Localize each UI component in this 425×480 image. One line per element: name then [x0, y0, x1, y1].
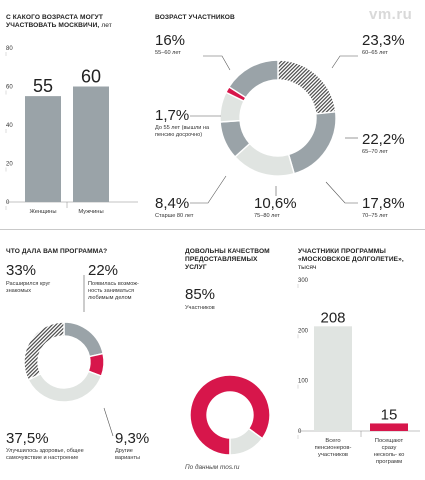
satisfied-slice-1	[229, 427, 264, 456]
participants-bar-0	[314, 326, 352, 431]
leader-line-55-60	[203, 55, 231, 71]
chart5-title-block: Участники программы «Московское долголет…	[298, 248, 418, 272]
satisfied-slice-0	[189, 374, 271, 456]
participants-bar-1	[370, 423, 408, 431]
chart4-svg	[189, 374, 271, 456]
chart1-title: С какого возраста могут участвовать моск…	[6, 14, 104, 29]
participants-value-label-0: 208	[320, 309, 345, 326]
age-label-55-60: 16%	[155, 32, 186, 49]
age-caption-70-75: 70–75 лет	[362, 213, 388, 219]
satisfied-label: 85%	[185, 286, 216, 303]
participants-ytick-0: 300	[298, 278, 309, 284]
age-caption-60-65: 60–65 лет	[362, 50, 388, 56]
chart1-title-block: С какого возраста могут участвовать моск…	[6, 14, 151, 30]
participants-ytick-1: 200	[298, 328, 309, 334]
age-caption-55-60: 55–60 лет	[155, 50, 181, 56]
eligibility-ytick-1: 60	[6, 85, 13, 91]
eligibility-value-label-1: 60	[81, 67, 101, 87]
age-caption-65-70: 65–70 лет	[362, 149, 388, 155]
satisfied-caption: Участников	[185, 305, 215, 311]
gain-caption-hobby: Появилась возмож- ность заниматься любим…	[88, 281, 139, 301]
eligibility-category-1: Мужчины	[78, 209, 103, 215]
eligibility-value-label-0: 55	[33, 76, 53, 96]
participants-ytick-3: 0	[298, 429, 302, 435]
age-label-60-65: 23,3%	[362, 32, 405, 49]
gain-caption-acquaintances: Расширился круг знакомых	[6, 281, 51, 294]
chart3-title: Что дала вам программа?	[6, 248, 108, 255]
gain-label-health: 37,5%	[6, 430, 49, 447]
age-label-under-55: 1,7%	[155, 107, 190, 124]
participants-ytick-2: 100	[298, 379, 309, 385]
eligibility-category-0: Женщины	[29, 209, 56, 215]
age-caption-under-55: До 55 лет (вышли на пенсию досрочно)	[155, 125, 210, 138]
chart5-title: Участники программы «Московское долголет…	[298, 248, 404, 263]
participants-category-0: Всего	[325, 438, 340, 444]
age-label-over-80: 8,4%	[155, 195, 190, 212]
leader-line-60-65	[331, 55, 358, 69]
leader-line-over-80	[190, 175, 227, 204]
participants-category-0-line-1: пенсионеров-	[315, 445, 352, 451]
eligibility-ytick-4: 0	[6, 200, 10, 206]
participants-category-1-line-1: сразу	[382, 445, 397, 451]
participants-category-0-line-2: участников	[318, 452, 348, 458]
age-label-70-75: 17,8%	[362, 195, 405, 212]
gain-label-other: 9,3%	[115, 430, 150, 447]
section-divider	[0, 229, 425, 230]
chart1-unit: лет	[101, 22, 112, 29]
age-caption-over-80: Старше 80 лет	[155, 213, 194, 219]
eligibility-ytick-3: 20	[6, 162, 13, 168]
source-note: По данным mos.ru	[185, 464, 240, 471]
chart5-svg: 300 200 100 0 208 Всегопенсионеров-участнико…	[297, 278, 420, 465]
eligibility-ytick-2: 40	[6, 123, 13, 129]
chart3-svg	[23, 321, 105, 403]
participants-value-label-1: 15	[381, 406, 398, 423]
leader-line-70-75	[325, 181, 358, 204]
chart2-svg	[219, 59, 337, 177]
gain-caption-other: Другие варианты	[115, 448, 141, 461]
chart1-svg: 80 60 40 20 0 55 Женщины 60 Мужчины	[5, 46, 138, 215]
eligibility-bar-0	[25, 96, 61, 202]
chart2-title: Возраст участников	[155, 14, 235, 21]
gain-slice-3	[23, 321, 65, 381]
eligibility-bar-1	[73, 86, 109, 202]
gain-caption-health: Улучшилось здоровье, общее самочувствие …	[6, 448, 84, 461]
participants-category-1: Посещают	[375, 438, 404, 444]
leader-line-other	[103, 407, 114, 437]
gain-label-hobby: 22%	[88, 262, 119, 279]
gain-label-acquaintances: 33%	[6, 262, 37, 279]
brand-logo: vm.ru	[369, 6, 413, 23]
eligibility-ytick-0: 80	[6, 46, 13, 52]
age-label-75-80: 10,6%	[254, 195, 297, 212]
participants-category-1-line-2: несколь- ко	[374, 452, 405, 458]
chart5-unit: тысяч	[298, 264, 317, 271]
participants-category-1-line-3: программ	[376, 459, 402, 465]
age-slice-6	[228, 59, 279, 99]
age-label-65-70: 22,2%	[362, 131, 405, 148]
age-caption-75-80: 75–80 лет	[254, 213, 280, 219]
chart4-title: Довольны качеством предоставляемых услуг	[185, 248, 270, 271]
